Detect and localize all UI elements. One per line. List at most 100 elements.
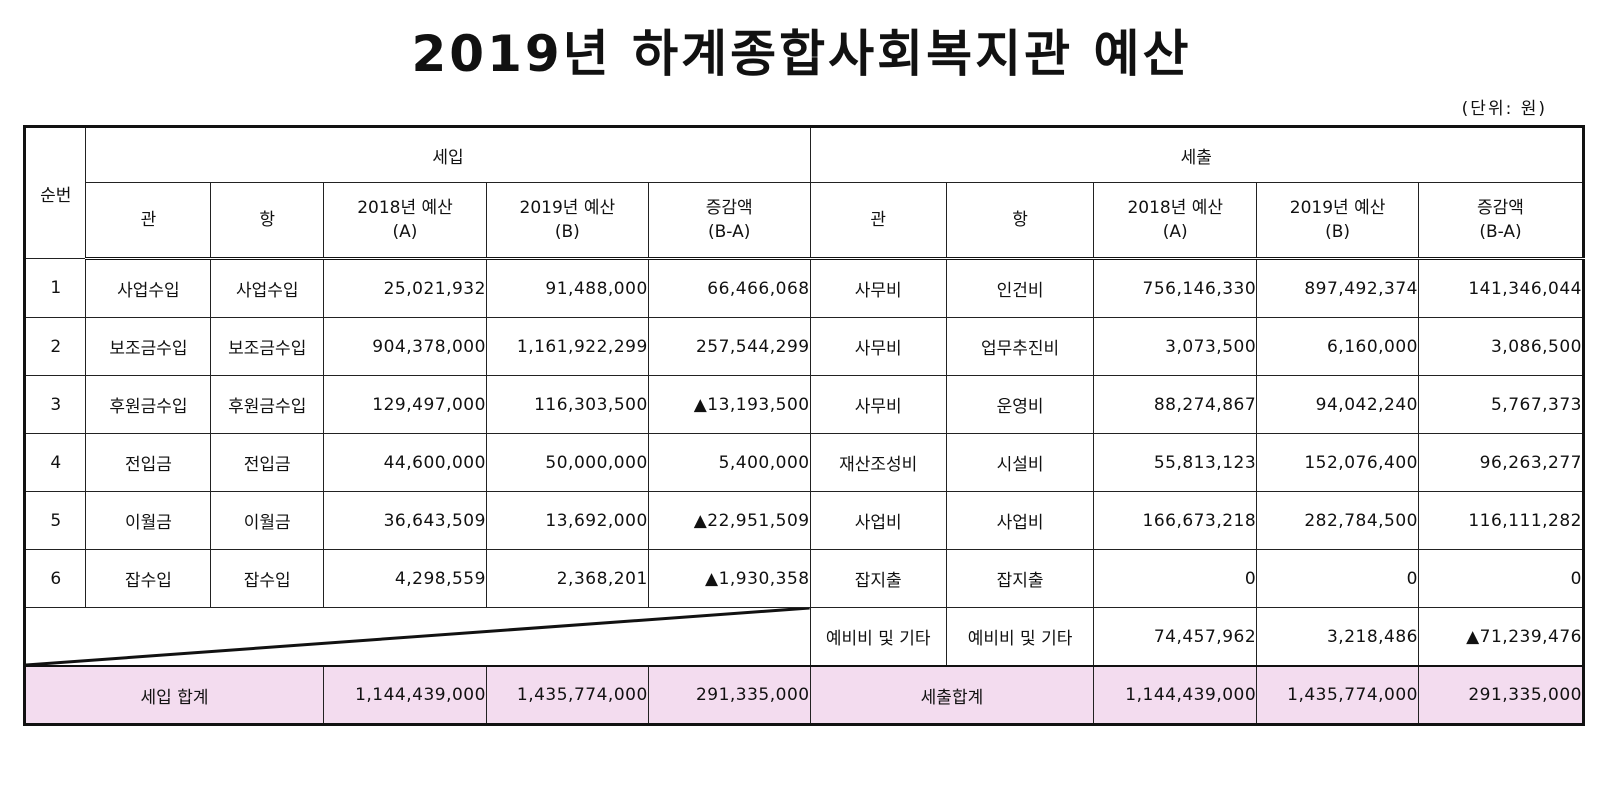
expense-2018: 166,673,218 [1093, 491, 1258, 550]
expense-diff: 141,346,044 [1418, 258, 1584, 318]
expense-2019: 282,784,500 [1256, 491, 1419, 550]
income-hang: 전입금 [210, 433, 325, 492]
header-expense-gwan: 관 [809, 182, 947, 260]
income-gwan: 사업수입 [85, 258, 212, 318]
expense-total-2019: 1,435,774,000 [1256, 665, 1419, 725]
header-expense-diff: 증감액 (B-A) [1418, 182, 1584, 260]
expense-2018: 55,813,123 [1093, 433, 1258, 492]
expense-2019: 897,492,374 [1256, 258, 1419, 318]
income-diff: ▲22,951,509 [647, 491, 811, 550]
expense-diff: 0 [1418, 549, 1584, 608]
expense-2019: 94,042,240 [1256, 375, 1419, 434]
expense-gwan: 사무비 [809, 317, 947, 376]
header-income-gwan: 관 [85, 182, 212, 260]
income-gwan: 전입금 [85, 433, 212, 492]
income-hang: 후원금수입 [210, 375, 325, 434]
expense-gwan: 재산조성비 [809, 433, 947, 492]
header-income-diff: 증감액 (B-A) [647, 182, 811, 260]
income-2018: 25,021,932 [323, 258, 487, 318]
expense-gwan: 사무비 [809, 375, 947, 434]
row-no: 1 [23, 258, 87, 318]
row-no: 5 [23, 491, 87, 550]
income-hang: 보조금수입 [210, 317, 325, 376]
income-total-2018: 1,144,439,000 [323, 665, 487, 725]
header-expense-2018: 2018년 예산 (A) [1093, 182, 1258, 260]
income-2019: 91,488,000 [485, 258, 649, 318]
income-gwan: 잡수입 [85, 549, 212, 608]
expense-2019: 6,160,000 [1256, 317, 1419, 376]
income-diff: ▲1,930,358 [647, 549, 811, 608]
header-no: 순번 [23, 126, 87, 259]
empty-diagonal-cell [24, 607, 811, 667]
unit-note: (단위: 원) [1461, 99, 1547, 119]
page-title: 2019년 하계종합사회복지관 예산 [411, 25, 1192, 83]
expense-total-diff: 291,335,000 [1418, 665, 1584, 725]
income-total-2019: 1,435,774,000 [485, 665, 649, 725]
income-hang: 이월금 [210, 491, 325, 550]
expense-diff: 5,767,373 [1418, 375, 1584, 434]
expense-diff: 3,086,500 [1418, 317, 1584, 376]
expense-2018: 756,146,330 [1093, 258, 1258, 318]
income-diff: 257,544,299 [647, 317, 811, 376]
expense-hang: 인건비 [945, 258, 1095, 318]
header-income-2019: 2019년 예산 (B) [485, 182, 649, 260]
income-2019: 13,692,000 [485, 491, 649, 550]
expense-2019: 152,076,400 [1256, 433, 1419, 492]
income-2019: 1,161,922,299 [485, 317, 649, 376]
income-2019: 50,000,000 [485, 433, 649, 492]
row-no: 6 [23, 549, 87, 608]
header-expense-hang: 항 [945, 182, 1095, 260]
income-2019: 2,368,201 [485, 549, 649, 608]
expense-hang: 업무추진비 [945, 317, 1095, 376]
diagonal-line [26, 608, 810, 665]
expense-gwan: 잡지출 [809, 549, 947, 608]
table-row: 4 전입금 전입금 44,600,000 50,000,000 5,400,00… [23, 433, 1584, 492]
expense-hang: 운영비 [945, 375, 1095, 434]
header-income: 세입 [85, 126, 811, 183]
table-row-extra: 예비비 및 기타 예비비 및 기타 74,457,962 3,218,486 ▲… [24, 607, 1584, 667]
table-row: 6 잡수입 잡수입 4,298,559 2,368,201 ▲1,930,358… [23, 549, 1584, 608]
expense-diff: ▲71,239,476 [1418, 607, 1584, 667]
expense-gwan: 예비비 및 기타 [809, 607, 947, 667]
row-no: 3 [23, 375, 87, 434]
header-expense: 세출 [809, 126, 1585, 183]
expense-gwan: 사업비 [809, 491, 947, 550]
table-row: 5 이월금 이월금 36,643,509 13,692,000 ▲22,951,… [23, 491, 1584, 550]
expense-diff: 96,263,277 [1418, 433, 1584, 492]
expense-hang: 잡지출 [945, 549, 1095, 608]
income-2018: 36,643,509 [323, 491, 487, 550]
expense-2019: 0 [1256, 549, 1419, 608]
header-income-2018: 2018년 예산 (A) [323, 182, 487, 260]
income-2018: 129,497,000 [323, 375, 487, 434]
table-row: 1 사업수입 사업수입 25,021,932 91,488,000 66,466… [23, 258, 1584, 318]
income-2018: 4,298,559 [323, 549, 487, 608]
expense-2018: 0 [1093, 549, 1258, 608]
row-no: 4 [23, 433, 87, 492]
income-2019: 116,303,500 [485, 375, 649, 434]
income-diff: 5,400,000 [647, 433, 811, 492]
table-row: 2 보조금수입 보조금수입 904,378,000 1,161,922,299 … [23, 317, 1584, 376]
income-gwan: 이월금 [85, 491, 212, 550]
income-diff: ▲13,193,500 [647, 375, 811, 434]
income-total-label: 세입 합계 [23, 665, 325, 725]
expense-diff: 116,111,282 [1418, 491, 1584, 550]
income-hang: 사업수입 [210, 258, 325, 318]
header-expense-2019: 2019년 예산 (B) [1256, 182, 1419, 260]
income-2018: 44,600,000 [323, 433, 487, 492]
expense-total-label: 세출합계 [809, 665, 1095, 725]
expense-2019: 3,218,486 [1256, 607, 1419, 667]
header-income-hang: 항 [210, 182, 325, 260]
income-diff: 66,466,068 [647, 258, 811, 318]
income-gwan: 후원금수입 [85, 375, 212, 434]
total-row: 세입 합계 1,144,439,000 1,435,774,000 291,33… [23, 665, 1584, 725]
income-gwan: 보조금수입 [85, 317, 212, 376]
expense-2018: 3,073,500 [1093, 317, 1258, 376]
expense-hang: 사업비 [945, 491, 1095, 550]
expense-total-2018: 1,144,439,000 [1093, 665, 1258, 725]
budget-table: 순번 세입 세출 관 항 2018년 예산 (A) 2019년 예산 (B) 증감액… [23, 125, 1585, 726]
income-2018: 904,378,000 [323, 317, 487, 376]
expense-hang: 시설비 [945, 433, 1095, 492]
table-row: 3 후원금수입 후원금수입 129,497,000 116,303,500 ▲1… [23, 375, 1584, 434]
income-hang: 잡수입 [210, 549, 325, 608]
income-total-diff: 291,335,000 [647, 665, 811, 725]
